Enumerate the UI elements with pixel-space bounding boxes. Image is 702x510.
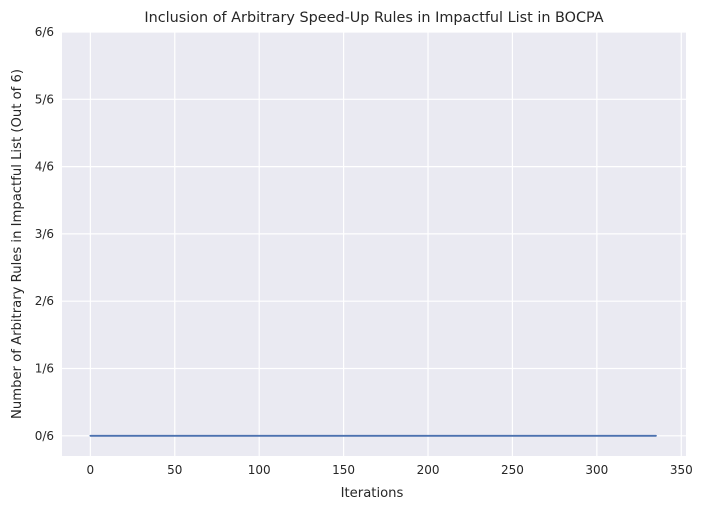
y-tick-label: 5/6: [35, 92, 54, 106]
y-tick-label: 2/6: [35, 294, 54, 308]
grid: [62, 31, 686, 456]
x-tick-label: 50: [167, 463, 182, 477]
x-tick-label: 250: [501, 463, 524, 477]
y-tick-label: 4/6: [35, 160, 54, 174]
x-tick-label: 0: [87, 463, 95, 477]
ticks: 0 50 100 150 200 250 300 350 0/6 1/6 2/6 3/6 4/6 5/6 6…: [35, 25, 693, 477]
y-tick-label: 0/6: [35, 429, 54, 443]
y-axis-label: Number of Arbitrary Rules in Impactful L…: [10, 69, 25, 419]
x-tick-label: 100: [248, 463, 271, 477]
x-axis-label: Iterations: [341, 486, 404, 501]
y-tick-label: 3/6: [35, 227, 54, 241]
x-tick-label: 200: [417, 463, 440, 477]
chart-title: Inclusion of Arbitrary Speed-Up Rules in…: [144, 10, 603, 26]
x-tick-label: 150: [332, 463, 355, 477]
y-tick-label: 1/6: [35, 362, 54, 376]
plot-area: [62, 32, 686, 456]
x-tick-label: 300: [585, 463, 608, 477]
y-tick-label: 6/6: [35, 25, 54, 39]
x-tick-label: 350: [670, 463, 693, 477]
